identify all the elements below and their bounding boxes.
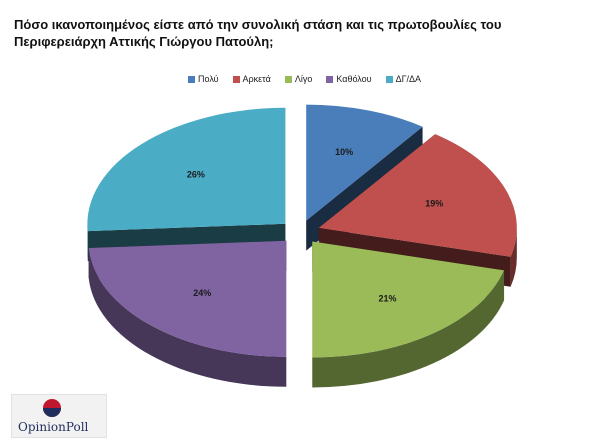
- slice-value-label: 21%: [378, 293, 396, 303]
- pie-slice: [89, 241, 287, 387]
- slice-value-label: 10%: [335, 147, 353, 157]
- pie-slice: [87, 108, 285, 261]
- opinionpoll-logo: OpinionPoll: [11, 394, 107, 438]
- slice-top: [89, 241, 287, 357]
- slice-value-label: 19%: [425, 199, 443, 209]
- slice-value-label: 26%: [187, 170, 205, 180]
- slice-value-label: 24%: [193, 288, 211, 298]
- logo-text: OpinionPoll: [18, 420, 88, 434]
